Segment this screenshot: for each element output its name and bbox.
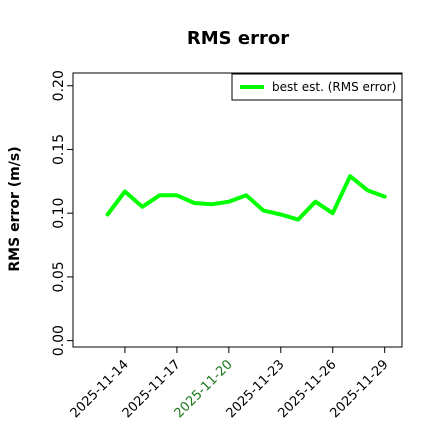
data-point: [140, 205, 144, 209]
y-axis-label: RMS error (m/s): [7, 146, 23, 271]
chart-title: RMS error: [187, 28, 289, 49]
data-point: [106, 212, 110, 216]
data-point: [123, 190, 127, 194]
y-tick-label: 0.05: [51, 261, 67, 292]
series-line-best-est: [105, 174, 387, 222]
data-point: [210, 202, 214, 206]
data-point: [279, 212, 283, 216]
plot-frame: [72, 72, 403, 348]
data-point: [331, 211, 335, 215]
data-point: [227, 200, 231, 204]
y-tick-label: 0.15: [51, 134, 67, 165]
data-point: [192, 201, 196, 205]
data-point: [383, 195, 387, 199]
data-point: [365, 188, 369, 192]
data-point: [158, 193, 162, 197]
data-point: [296, 218, 300, 222]
data-point: [313, 200, 317, 204]
legend: best est. (RMS error): [231, 73, 403, 101]
series-layer: [105, 174, 387, 222]
y-axis: 0.00 0.05 0.10 0.15 0.20: [51, 70, 73, 356]
legend-label-best-est: best est. (RMS error): [272, 80, 396, 94]
data-point: [261, 209, 265, 213]
data-point: [348, 174, 352, 178]
y-tick-label: 0.20: [51, 70, 67, 101]
x-axis: 2025-11-142025-11-172025-11-202025-11-23…: [68, 347, 392, 421]
data-point: [175, 193, 179, 197]
y-tick-label: 0.00: [51, 325, 67, 356]
y-tick-label: 0.10: [51, 198, 67, 229]
data-point: [244, 193, 248, 197]
